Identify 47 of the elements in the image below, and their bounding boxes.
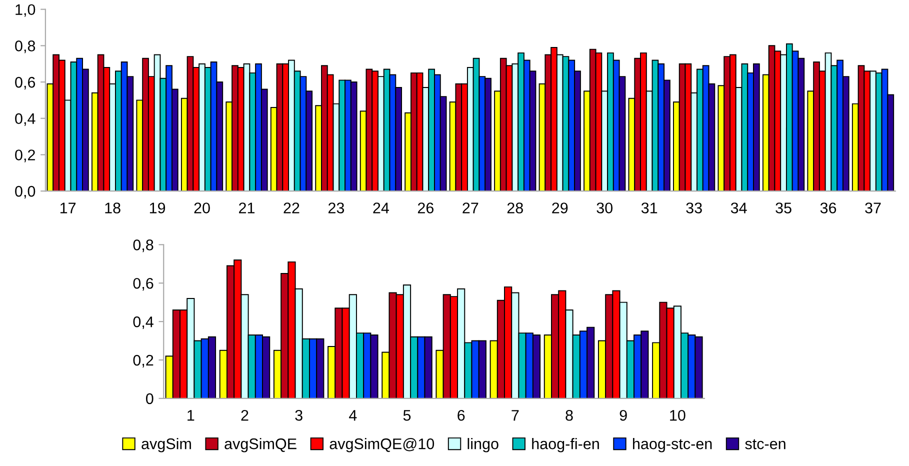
x-tick-label: 20: [194, 202, 210, 214]
x-tick-label: 17: [60, 202, 76, 214]
legend-label: avgSimQE: [224, 438, 296, 452]
x-tick-label: 1: [188, 410, 194, 421]
x-tick-label: 6: [458, 410, 465, 421]
x-tick-label: 24: [373, 202, 389, 214]
x-tick-label: 18: [105, 202, 120, 214]
x-tick-label: 26: [418, 202, 434, 214]
x-tick-label: 34: [730, 202, 747, 214]
x-tick-label: 35: [776, 202, 792, 214]
x-tick-label: 28: [507, 202, 523, 214]
x-tick-label: 22: [284, 202, 300, 214]
x-tick-label: 7: [512, 410, 519, 421]
x-tick-label: 2: [241, 410, 248, 421]
x-tick-label: 10: [670, 410, 686, 421]
legend-label: stc-en: [745, 439, 786, 450]
y-tick-label: 0,2: [133, 354, 154, 368]
legend-label: haog-fi-en: [532, 438, 599, 452]
y-tick-label: 0,8: [133, 240, 154, 252]
y-tick-label: 0,6: [15, 76, 36, 90]
x-tick-label: 27: [462, 202, 478, 214]
y-tick-label: 0,0: [15, 186, 36, 199]
x-tick-label: 37: [865, 202, 881, 214]
x-tick-label: 3: [295, 410, 302, 421]
y-tick-label: 0: [146, 393, 154, 404]
y-tick-label: 1,0: [16, 4, 36, 17]
y-tick-label: 0,4: [15, 113, 36, 126]
y-tick-label: 0,8: [15, 40, 36, 54]
x-tick-label: 4: [349, 410, 357, 421]
legend-label: haog-stc-en: [633, 438, 712, 452]
legend-label: avgSimQE@10: [330, 438, 434, 452]
legend-label: lingo: [468, 438, 498, 452]
legend-label: avgSim: [142, 438, 191, 452]
y-tick-label: 0,2: [15, 150, 35, 162]
x-tick-label: 31: [641, 202, 658, 214]
y-tick-label: 0,4: [133, 316, 154, 330]
x-tick-label: 23: [328, 202, 344, 214]
x-tick-label: 33: [686, 202, 702, 214]
x-tick-label: 29: [552, 202, 568, 214]
x-tick-label: 36: [820, 202, 836, 214]
x-tick-label: 21: [239, 202, 254, 214]
x-tick-label: 9: [620, 410, 627, 421]
x-tick-label: 8: [566, 410, 573, 421]
y-tick-label: 0,6: [133, 278, 154, 291]
x-tick-label: 30: [596, 202, 613, 214]
x-tick-label: 5: [403, 410, 411, 421]
x-tick-label: 19: [150, 202, 166, 214]
